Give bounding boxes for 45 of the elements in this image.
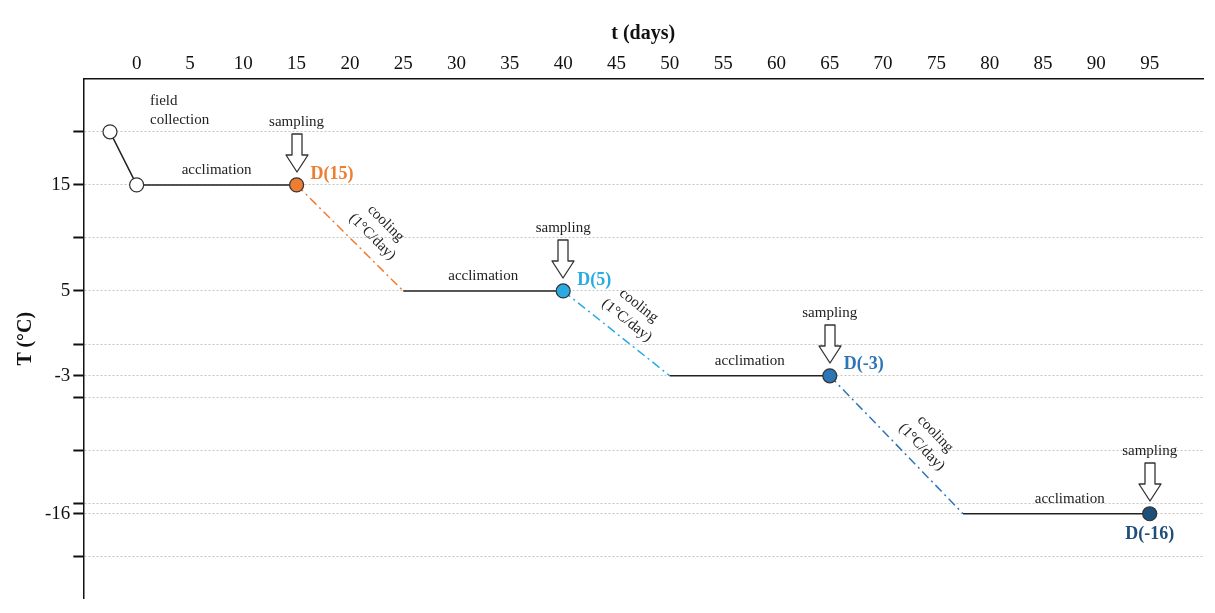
x-tick-label: 70 [873,52,893,74]
x-tick-label: 35 [500,52,520,74]
x-tick-label: 40 [553,52,573,74]
annotation: acclimation [448,266,519,283]
x-tick-label: 50 [660,52,680,74]
x-tick-label: 25 [393,52,413,74]
x-tick-label: 20 [340,52,360,74]
point [289,177,305,193]
annotation: sampling [801,303,859,321]
x-tick-label: 45 [607,52,626,74]
x-tick-label: 95 [1140,52,1160,74]
point [555,283,571,299]
annotation: sampling [534,218,592,236]
point [102,124,118,140]
point [822,368,838,384]
y-tick-label: -3 [54,363,71,385]
annotation: field collection [149,92,210,128]
point [129,177,145,193]
y-tick-label: 5 [60,278,71,300]
y-tick-label: 15 [51,172,71,194]
x-tick-label: 10 [233,52,253,74]
y-tick-label: -16 [45,501,71,523]
x-tick-label: 85 [1033,52,1053,74]
annotation: acclimation [714,351,786,368]
annotation: acclimation [1034,489,1106,506]
x-tick-label: 15 [287,52,307,74]
series-label: D(5) [577,268,612,290]
x-tick-label: 80 [980,52,1000,74]
point [1142,506,1158,522]
x-tick-label: 30 [447,52,467,74]
x-tick-label: 75 [926,52,946,74]
x-tick-label: 5 [185,52,195,74]
y-axis-title: T (°C) [13,311,37,366]
x-tick-label: 65 [820,52,840,74]
x-tick-label: 0 [131,52,142,74]
series-label: D(-16) [1125,523,1175,545]
x-tick-label: 90 [1086,52,1106,74]
x-tick-label: 55 [713,52,733,74]
annotation: sampling [1121,441,1179,459]
series-label: D(-3) [843,353,884,375]
x-axis-title: t (days) [611,21,676,45]
annotation: sampling [268,112,326,130]
series-label: D(15) [310,162,354,184]
annotation: acclimation [181,160,253,177]
x-tick-label: 60 [766,52,786,74]
